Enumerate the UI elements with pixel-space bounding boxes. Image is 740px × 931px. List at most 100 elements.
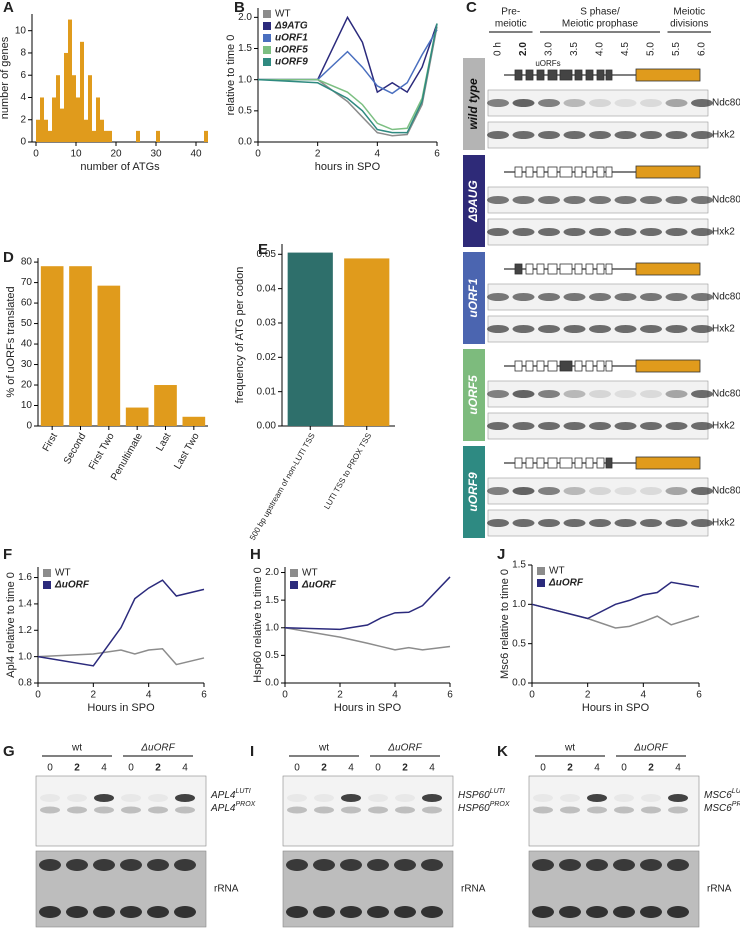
x-tick-label: 6 bbox=[696, 690, 702, 701]
rrna-band bbox=[93, 859, 115, 871]
y-tick-label: 1.4 bbox=[18, 599, 32, 610]
legend-swatch bbox=[290, 569, 298, 577]
lane-label: 4 bbox=[101, 763, 107, 774]
strain-bar bbox=[463, 252, 485, 344]
transcript-name: MSC6 bbox=[704, 790, 732, 801]
blot-band bbox=[614, 519, 637, 527]
blot-band bbox=[563, 390, 586, 398]
y-tick-label: 20 bbox=[21, 380, 33, 391]
line bbox=[258, 26, 438, 137]
rrna-band bbox=[120, 859, 142, 871]
transcript-label: MSC6PROX bbox=[704, 801, 740, 814]
rrna-band bbox=[66, 906, 88, 918]
x-axis-label: Hours in SPO bbox=[87, 702, 155, 714]
blot-band bbox=[665, 519, 688, 527]
probe-label: Hxk2 bbox=[712, 421, 735, 432]
y-tick-label: 0 bbox=[20, 137, 26, 148]
transcript-label: APL4PROX bbox=[210, 801, 256, 814]
gel-band bbox=[67, 794, 87, 802]
x-axis-label: Hours in SPO bbox=[582, 702, 650, 714]
bar bbox=[88, 75, 92, 142]
blot-band bbox=[563, 422, 586, 430]
transcript-label: HSP60LUTI bbox=[458, 788, 505, 801]
y-axis-label: frequency of ATG per codon bbox=[234, 267, 246, 404]
blot-band bbox=[640, 131, 662, 139]
gel-band bbox=[175, 794, 195, 802]
bar bbox=[68, 19, 72, 143]
y-tick-label: 6 bbox=[20, 70, 26, 81]
rrna-band bbox=[394, 859, 416, 871]
bar bbox=[84, 119, 88, 142]
blot-band bbox=[640, 390, 662, 398]
blot-band bbox=[563, 325, 586, 333]
blot-band bbox=[589, 293, 611, 301]
lane-label: 2 bbox=[155, 763, 161, 774]
blot-band bbox=[640, 519, 662, 527]
lane-label: 3.0 bbox=[544, 42, 555, 56]
line bbox=[257, 23, 438, 134]
gel-band bbox=[422, 806, 442, 814]
y-tick-label: 1.2 bbox=[18, 625, 32, 636]
bar bbox=[40, 266, 64, 426]
x-tick-label: 4 bbox=[641, 690, 647, 701]
bar bbox=[96, 97, 100, 142]
gel-band bbox=[341, 794, 361, 802]
uorf-box bbox=[605, 69, 613, 81]
uorf-box bbox=[559, 69, 573, 81]
gel-band bbox=[175, 806, 195, 814]
y-tick-label: 1.0 bbox=[512, 599, 526, 610]
gel-upper bbox=[528, 775, 700, 847]
group-label: ΔuORF bbox=[140, 743, 175, 754]
blot-band bbox=[640, 422, 662, 430]
x-tick-label: 2 bbox=[315, 149, 321, 160]
uorf-box bbox=[547, 69, 558, 81]
transcript-name: APL4 bbox=[210, 790, 236, 801]
gel-band bbox=[560, 806, 580, 814]
gel-band bbox=[94, 806, 114, 814]
strain-label: uORF5 bbox=[466, 375, 480, 415]
blot-band bbox=[563, 293, 586, 301]
blot-band bbox=[512, 325, 535, 333]
probe-label: Ndc80 bbox=[712, 195, 740, 206]
gel-band bbox=[668, 794, 688, 802]
uorf-box bbox=[536, 166, 545, 178]
uorf-box bbox=[547, 166, 558, 178]
uorf-box bbox=[559, 263, 573, 275]
x-tick-label: 2 bbox=[91, 690, 97, 701]
group-label: ΔuORF bbox=[387, 743, 422, 754]
legend-label: uORF1 bbox=[275, 33, 308, 44]
group-label: wt bbox=[318, 743, 329, 754]
blot-band bbox=[538, 228, 560, 236]
bar bbox=[48, 130, 52, 142]
blot-band bbox=[614, 228, 637, 236]
blot-band bbox=[691, 99, 713, 107]
lane-label: 3.5 bbox=[569, 42, 580, 56]
x-tick-label: 2 bbox=[585, 690, 591, 701]
panel-label: D bbox=[3, 249, 14, 266]
strain-bar bbox=[463, 349, 485, 441]
transcript-label: APL4LUTI bbox=[210, 788, 251, 801]
uorf-box bbox=[525, 166, 534, 178]
rrna-band bbox=[120, 906, 142, 918]
y-axis-label: relative to time 0 bbox=[225, 35, 237, 116]
y-tick-label: 0.04 bbox=[257, 283, 277, 294]
y-tick-label: 30 bbox=[21, 359, 33, 370]
blot-band bbox=[640, 228, 662, 236]
x-tick-label: Second bbox=[62, 431, 88, 466]
bar bbox=[136, 130, 140, 142]
panel-label: B bbox=[234, 0, 245, 16]
blot-band bbox=[487, 422, 509, 430]
lane-label: 4.0 bbox=[595, 42, 606, 56]
uorf-box bbox=[585, 360, 594, 372]
lane-label: 2 bbox=[74, 763, 80, 774]
rrna-band bbox=[532, 859, 554, 871]
transcript-isoform: LUTI bbox=[490, 788, 505, 795]
transcript-label: MSC6LUTI bbox=[704, 788, 740, 801]
gel-band bbox=[67, 806, 87, 814]
y-axis-label: Apl4 relative to time 0 bbox=[5, 572, 17, 678]
x-tick-label: 0 bbox=[282, 690, 288, 701]
bar bbox=[69, 266, 92, 426]
y-axis-label: % of uORFs translated bbox=[5, 286, 17, 397]
uorf-box bbox=[559, 360, 573, 372]
